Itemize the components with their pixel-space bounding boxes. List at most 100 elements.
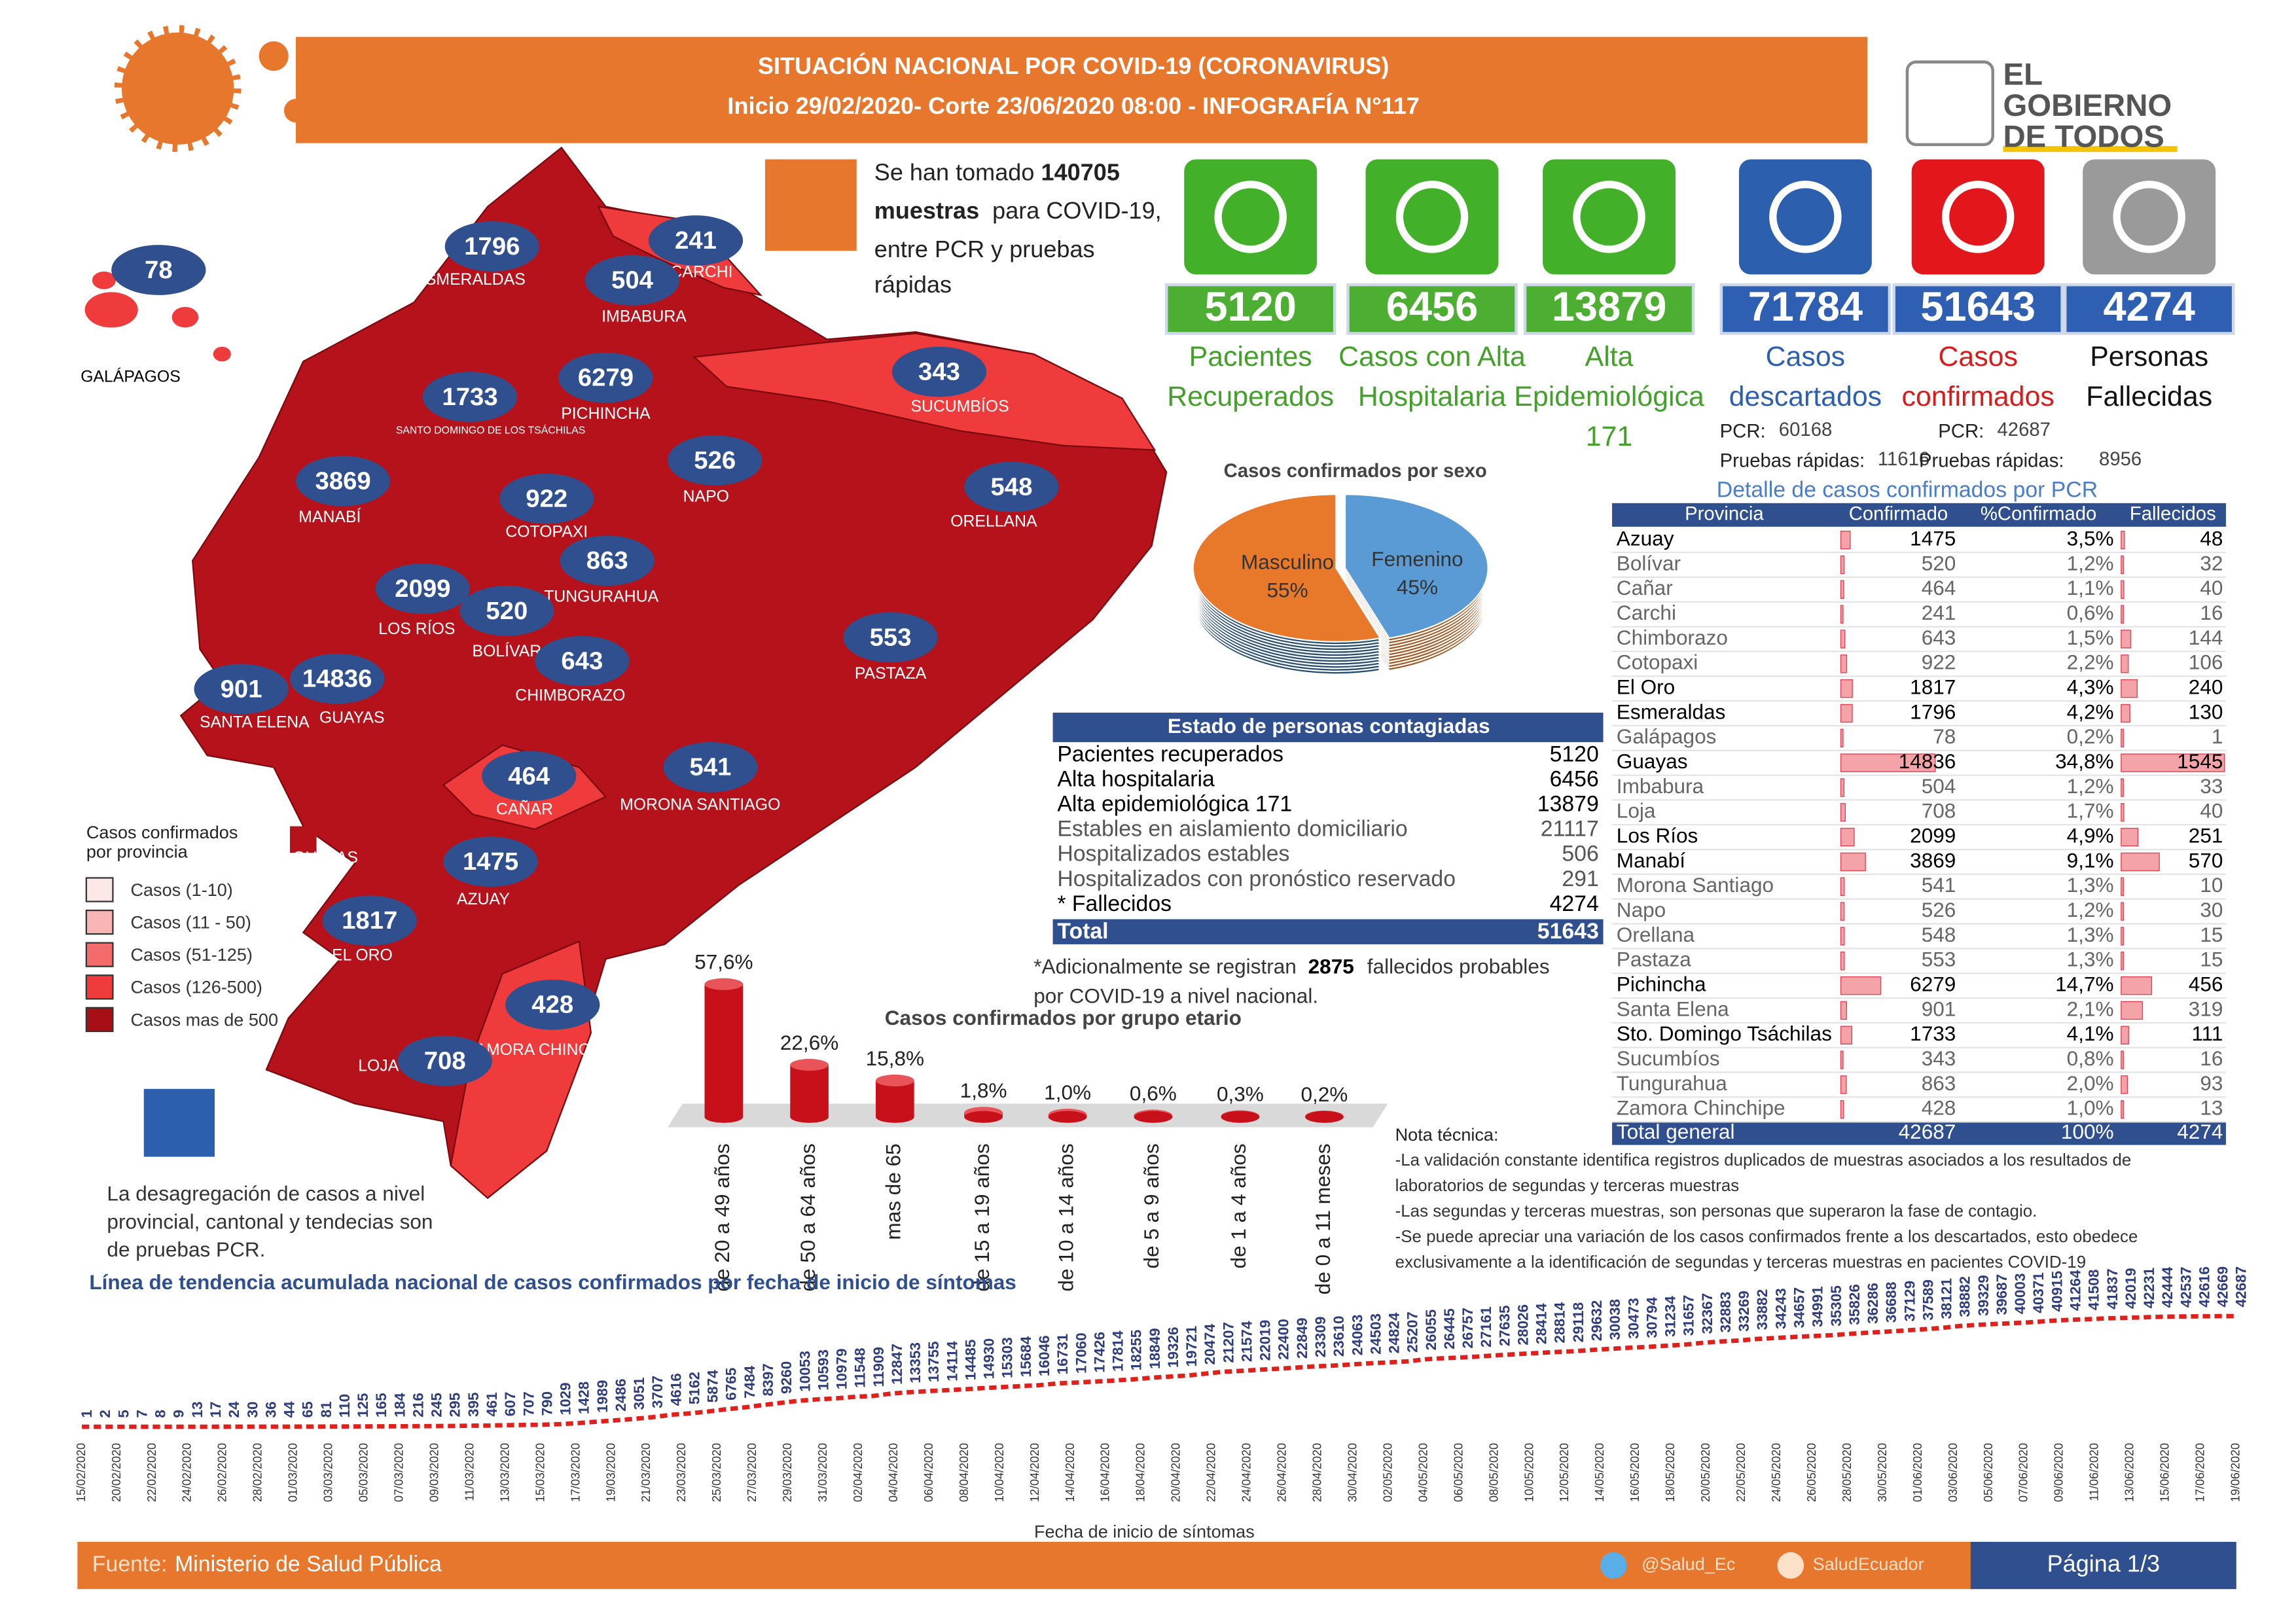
data-label: 14930 xyxy=(981,1338,997,1380)
bar-base xyxy=(704,1111,744,1123)
note-text: fallecidos probables xyxy=(1367,954,1550,978)
x-tick-label: 11/06/2020 xyxy=(2088,1443,2101,1501)
data-label: 9 xyxy=(171,1410,187,1418)
table-cell: 1475 xyxy=(1910,527,1956,550)
data-label: 11548 xyxy=(852,1347,869,1387)
stat-label: Personas xyxy=(2090,341,2208,372)
x-tick-label: 05/03/2020 xyxy=(357,1443,370,1502)
data-label: 15684 xyxy=(1018,1336,1034,1377)
table-cell: 130 xyxy=(2189,700,2223,723)
stat-icon xyxy=(1911,159,2045,275)
data-label: 20474 xyxy=(1202,1323,1218,1364)
table-cell: 6456 xyxy=(1550,766,1599,791)
data-label: 13755 xyxy=(925,1341,942,1382)
data-label: 19721 xyxy=(1183,1326,1200,1367)
table-cell: 1,5% xyxy=(2067,626,2114,649)
map-bubble xyxy=(843,612,938,663)
table-cell: 21117 xyxy=(1541,817,1599,842)
bar-value-label: 1,0% xyxy=(1044,1080,1091,1104)
bar-base xyxy=(1221,1111,1260,1123)
legend-title: Casos confirmados xyxy=(86,823,238,842)
stat-label: descartados xyxy=(1729,381,1882,412)
x-tick-label: 30/05/2020 xyxy=(1876,1443,1889,1502)
bar xyxy=(2121,704,2130,723)
x-tick-label: 07/06/2020 xyxy=(2017,1443,2030,1502)
table-total: 51643 xyxy=(1537,919,1599,944)
data-label: 24 xyxy=(226,1401,242,1418)
data-label: 21574 xyxy=(1238,1321,1255,1362)
table-cell: 10 xyxy=(2200,873,2223,897)
data-label: 216 xyxy=(410,1393,426,1418)
map-value: 241 xyxy=(675,226,717,255)
data-label: 31657 xyxy=(1681,1295,1697,1336)
table-cell: 922 xyxy=(1922,651,1956,674)
stat-label: 171 xyxy=(1586,421,1632,452)
table-cell: 1817 xyxy=(1910,675,1956,698)
legend-label: Casos (1-10) xyxy=(130,880,232,900)
table-cell: 1,2% xyxy=(2067,551,2114,575)
bar xyxy=(2121,976,2153,995)
x-tick-label: 02/04/2020 xyxy=(852,1443,865,1502)
map-value: 78 xyxy=(145,256,173,284)
x-tick-label: 14/04/2020 xyxy=(1064,1443,1077,1502)
bar xyxy=(2121,778,2124,797)
bar xyxy=(2121,1075,2128,1094)
table-total: 42687 xyxy=(1899,1120,1956,1143)
data-label: 295 xyxy=(447,1393,463,1418)
map-value: 901 xyxy=(221,675,262,703)
data-label: 42231 xyxy=(2141,1268,2157,1309)
x-tick-label: 22/02/2020 xyxy=(145,1443,158,1502)
data-label: 37589 xyxy=(1920,1279,1936,1321)
map-province-name: ZAMORA CHINCHIPE xyxy=(465,1041,628,1059)
tests-label: Pruebas rápidas: xyxy=(1919,450,2064,471)
footer-twitter: @Salud_Ec xyxy=(1641,1554,1735,1574)
data-label: 10979 xyxy=(834,1348,850,1389)
table-cell: 15 xyxy=(2200,948,2223,971)
status-total-bar xyxy=(1052,919,1604,944)
chart-title: Línea de tendencia acumulada nacional de… xyxy=(89,1270,1016,1294)
bar xyxy=(790,1065,829,1117)
table-cell: Sto. Domingo Tsáchilas xyxy=(1617,1022,1832,1045)
bar xyxy=(1840,1075,1847,1094)
bar xyxy=(2121,902,2124,921)
data-label: 81 xyxy=(318,1401,334,1418)
map-bubble xyxy=(111,245,206,295)
bar xyxy=(2121,654,2129,673)
table-cell: 78 xyxy=(1933,724,1956,748)
x-tick-label: 16/04/2020 xyxy=(1099,1443,1112,1502)
pie-slice xyxy=(1344,493,1489,639)
stat-box xyxy=(1346,283,1518,335)
data-label: 29118 xyxy=(1570,1302,1587,1342)
pie-slice xyxy=(1192,493,1382,643)
tests-value: 8956 xyxy=(2099,448,2142,470)
bar xyxy=(2121,580,2125,599)
data-label: 110 xyxy=(336,1394,353,1418)
table-header: Confirmado xyxy=(1849,503,1948,525)
x-tick-label: de 1 a 4 años xyxy=(1227,1143,1250,1268)
bar-cap xyxy=(876,1075,914,1087)
map-province-name: IMBABURA xyxy=(601,308,687,325)
x-tick-label: 20/05/2020 xyxy=(1699,1443,1712,1502)
samples-text: para COVID-19, xyxy=(992,197,1162,224)
data-label: 22400 xyxy=(1276,1319,1292,1360)
bar-base xyxy=(790,1111,829,1123)
x-tick-label: 20/02/2020 xyxy=(110,1443,123,1502)
table-cell: Cañar xyxy=(1617,576,1673,599)
table-total: Total xyxy=(1057,919,1108,944)
map-bubble xyxy=(289,653,385,704)
data-label: 65 xyxy=(300,1401,316,1418)
data-label: 125 xyxy=(355,1393,371,1418)
data-label: 42669 xyxy=(2215,1266,2231,1308)
stat-label: Recuperados xyxy=(1167,381,1334,412)
map-province-name: MORONA SANTIAGO xyxy=(620,796,780,814)
map-province-name: LOJA xyxy=(358,1058,399,1075)
x-tick-label: 15/02/2020 xyxy=(75,1443,88,1502)
bar xyxy=(1840,952,1845,971)
table-cell: 33 xyxy=(2200,774,2223,798)
map-island xyxy=(289,826,317,853)
x-tick-label: de 5 a 9 años xyxy=(1139,1143,1163,1268)
logo-emblem xyxy=(1905,60,1994,147)
x-tick-label: 31/03/2020 xyxy=(816,1443,829,1502)
pie-value: 55% xyxy=(1266,578,1308,601)
